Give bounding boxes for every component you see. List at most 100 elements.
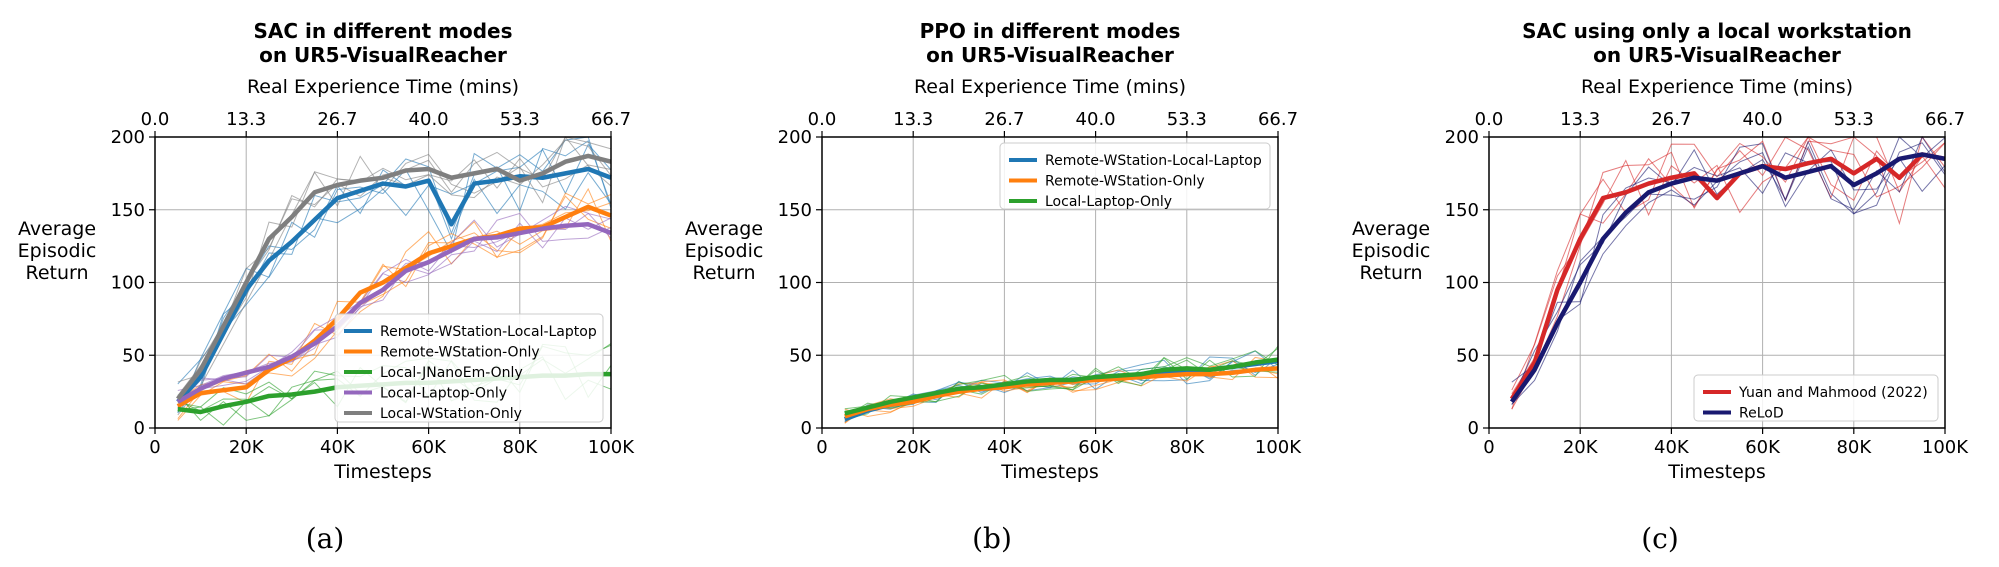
x-tick-label: 60K [411,437,447,458]
top-tick-label: 40.0 [409,109,449,130]
x-tick-label: 40K [1654,437,1690,458]
x-tick-label: 0 [149,437,160,458]
legend-box [999,142,1271,210]
top-x-axis-label: Real Experience Time (mins) [1581,76,1853,98]
series-line [844,366,1279,419]
x-tick-label: 20K [896,437,932,458]
top-x-axis-label: Real Experience Time (mins) [247,76,519,98]
x-tick-label: 80K [502,437,538,458]
top-tick-label: 0.0 [1475,109,1504,130]
x-tick-label: 20K [229,437,265,458]
legend-label: Local-Laptop-Only [1045,194,1172,210]
y-tick-label: 200 [778,127,812,148]
series-line [176,222,612,404]
y-tick-label: 0 [134,418,145,439]
legend-box [334,313,604,423]
top-tick-label: 0.0 [141,109,170,130]
seed-trace [177,143,612,414]
top-tick-label: 66.7 [591,109,631,130]
y-tick-label: 100 [778,273,812,294]
y-tick-label: 200 [1445,127,1479,148]
caption-b: (b) [972,522,1012,555]
series-line [176,166,612,404]
series-line [1509,152,1946,401]
top-tick-label: 40.0 [1743,109,1783,130]
x-tick-label: 100K [588,437,635,458]
x-tick-label: 40K [987,437,1023,458]
chart-title-line: SAC in different modes [253,19,512,43]
top-tick-label: 13.3 [1560,109,1600,130]
y-tick-label: 150 [1445,200,1479,221]
x-tick-label: 80K [1169,437,1205,458]
x-tick-label: 0 [1483,437,1494,458]
y-axis-label-line: Return [692,262,755,284]
y-axis-label-line: Episodic [18,240,97,262]
x-axis-label: Timesteps [333,461,432,483]
top-tick-label: 13.3 [226,109,266,130]
legend-label: Remote-WStation-Only [380,345,540,361]
y-axis-label-line: Return [25,262,88,284]
top-tick-label: 66.7 [1925,109,1965,130]
y-tick-label: 150 [111,200,145,221]
legend-label: Yuan and Mahmood (2022) [1738,385,1928,401]
x-tick-label: 0 [816,437,827,458]
chart-title-line: SAC using only a local workstation [1522,19,1912,43]
y-tick-label: 0 [801,418,812,439]
seed-trace [1511,136,1946,395]
seed-trace [177,205,612,409]
legend-label: Remote-WStation-Local-Laptop [380,324,597,340]
top-tick-label: 53.3 [500,109,540,130]
caption-a: (a) [306,522,345,555]
y-axis-label-line: Episodic [685,240,764,262]
legend-label: Local-Laptop-Only [380,386,507,402]
x-tick-label: 20K [1563,437,1599,458]
y-tick-label: 100 [1445,273,1479,294]
series-line [176,153,612,401]
y-axis-label-line: Average [685,218,763,240]
top-tick-label: 40.0 [1076,109,1116,130]
series-line [1509,152,1946,404]
x-tick-label: 60K [1745,437,1781,458]
top-tick-label: 0.0 [808,109,837,130]
caption-c: (c) [1641,522,1679,555]
y-axis-label-line: Average [18,218,96,240]
chart-title-line: on UR5-VisualReacher [1593,43,1841,67]
y-tick-label: 200 [111,127,145,148]
legend-label: Remote-WStation-Only [1045,174,1205,190]
y-tick-label: 100 [111,273,145,294]
x-tick-label: 60K [1078,437,1114,458]
top-tick-label: 13.3 [893,109,933,130]
chart-title-line: on UR5-VisualReacher [926,43,1174,67]
legend-label: Local-JNanoEm-Only [380,365,523,381]
legend-label: Local-WStation-Only [380,406,522,422]
x-axis-label: Timesteps [1000,461,1099,483]
legend-label: ReLoD [1739,406,1784,422]
y-axis-label-line: Average [1352,218,1430,240]
y-tick-label: 50 [1456,345,1479,366]
chart-title-line: PPO in different modes [920,19,1181,43]
top-tick-label: 26.7 [984,109,1024,130]
x-tick-label: 100K [1922,437,1969,458]
top-tick-label: 53.3 [1834,109,1874,130]
x-axis-label: Timesteps [1667,461,1766,483]
y-tick-label: 150 [778,200,812,221]
series-line [844,357,1279,416]
top-x-axis-label: Real Experience Time (mins) [914,76,1186,98]
chart-title-line: on UR5-VisualReacher [259,43,507,67]
top-tick-label: 26.7 [1651,109,1691,130]
y-tick-label: 50 [122,345,145,366]
y-tick-label: 50 [789,345,812,366]
seed-trace [177,136,612,416]
y-tick-label: 0 [1468,418,1479,439]
x-tick-label: 80K [1836,437,1872,458]
y-axis-label-line: Episodic [1352,240,1431,262]
top-tick-label: 53.3 [1167,109,1207,130]
top-tick-label: 66.7 [1258,109,1298,130]
legend-label: Remote-WStation-Local-Laptop [1045,153,1262,169]
x-tick-label: 40K [320,437,356,458]
legend-box [1693,374,1939,422]
